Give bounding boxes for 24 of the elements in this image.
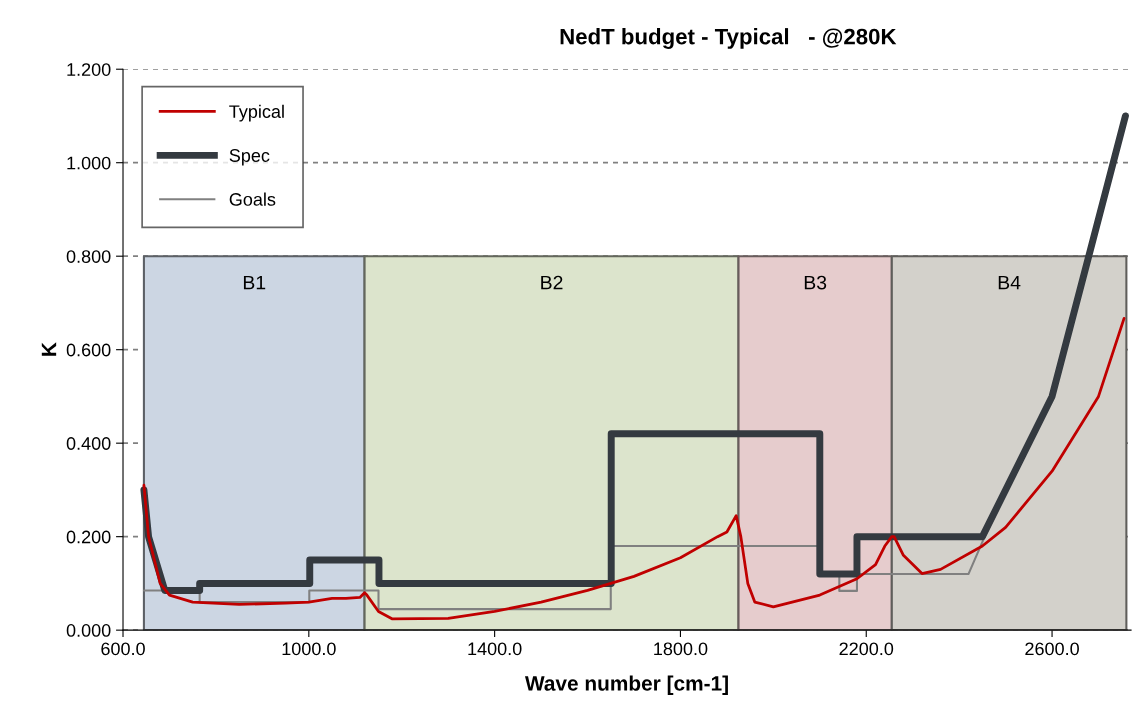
legend-label: Spec bbox=[229, 149, 270, 166]
y-tick-label: 0.600 bbox=[66, 343, 111, 357]
x-tick-label: 2200.0 bbox=[839, 642, 894, 656]
legend-label: Goals bbox=[229, 192, 276, 206]
y-tick-label: 1.200 bbox=[67, 63, 111, 76]
legend-label: Typical bbox=[229, 104, 284, 122]
x-tick-label: 1000.0 bbox=[282, 642, 336, 656]
x-tick-label: 1800.0 bbox=[654, 642, 708, 656]
x-tick-label: 1400.0 bbox=[468, 642, 522, 656]
x-axis-title: Wave number [cm-1] bbox=[524, 675, 728, 695]
line-series bbox=[142, 316, 1126, 621]
band-label: B3 bbox=[804, 275, 827, 290]
band-label: B1 bbox=[243, 275, 266, 290]
x-tick-label: 600.0 bbox=[101, 642, 145, 656]
band-label: B4 bbox=[998, 275, 1021, 290]
y-tick-label: 0.000 bbox=[66, 624, 111, 637]
y-tick-label: 0.200 bbox=[66, 530, 111, 544]
y-tick-label: 0.400 bbox=[66, 437, 111, 450]
y-tick-label: 0.800 bbox=[66, 250, 111, 263]
band-label: B2 bbox=[541, 275, 563, 290]
chart-title: NedT budget - Typical - @280K bbox=[560, 28, 897, 49]
x-tick-label: 2600.0 bbox=[1025, 642, 1079, 656]
y-axis-title: K bbox=[41, 342, 57, 356]
y-tick-label: 1.000 bbox=[67, 156, 111, 170]
